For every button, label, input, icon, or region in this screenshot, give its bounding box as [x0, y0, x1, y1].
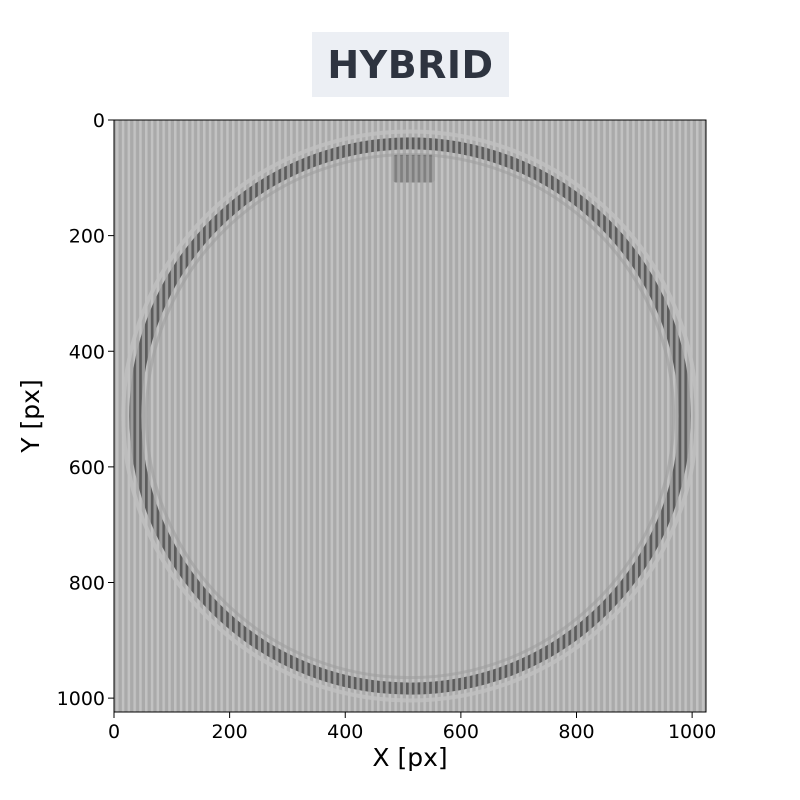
y-axis-label: Y [px]: [16, 379, 45, 453]
x-axis-label: X [px]: [372, 743, 447, 772]
ring: [129, 137, 691, 695]
ring-inner-edge: [144, 152, 676, 680]
x-tick-label: 400: [327, 721, 363, 743]
y-tick-label: 400: [69, 341, 105, 363]
x-tick-label: 0: [108, 721, 120, 743]
fringe-pattern: [114, 120, 706, 712]
x-axis: 0 200 400 600 800 1000: [108, 712, 716, 743]
y-tick-label: 800: [69, 573, 105, 595]
y-axis: 0 200 400 600 800 1000: [57, 110, 114, 710]
title-box: HYBRID: [312, 32, 509, 97]
y-tick-label: 600: [69, 457, 105, 479]
image-area: [114, 120, 706, 712]
x-tick-label: 800: [558, 721, 594, 743]
ring-outer-halo: [121, 129, 699, 703]
x-tick-label: 200: [211, 721, 247, 743]
y-tick-label: 0: [93, 110, 105, 132]
plot-frame: [113, 119, 707, 713]
x-tick-label: 600: [443, 721, 479, 743]
y-tick-label: 200: [69, 226, 105, 248]
y-tick-label: 1000: [57, 688, 105, 710]
x-tick-label: 1000: [668, 721, 716, 743]
chart-title: HYBRID: [327, 42, 494, 87]
bright-block: [392, 154, 435, 183]
